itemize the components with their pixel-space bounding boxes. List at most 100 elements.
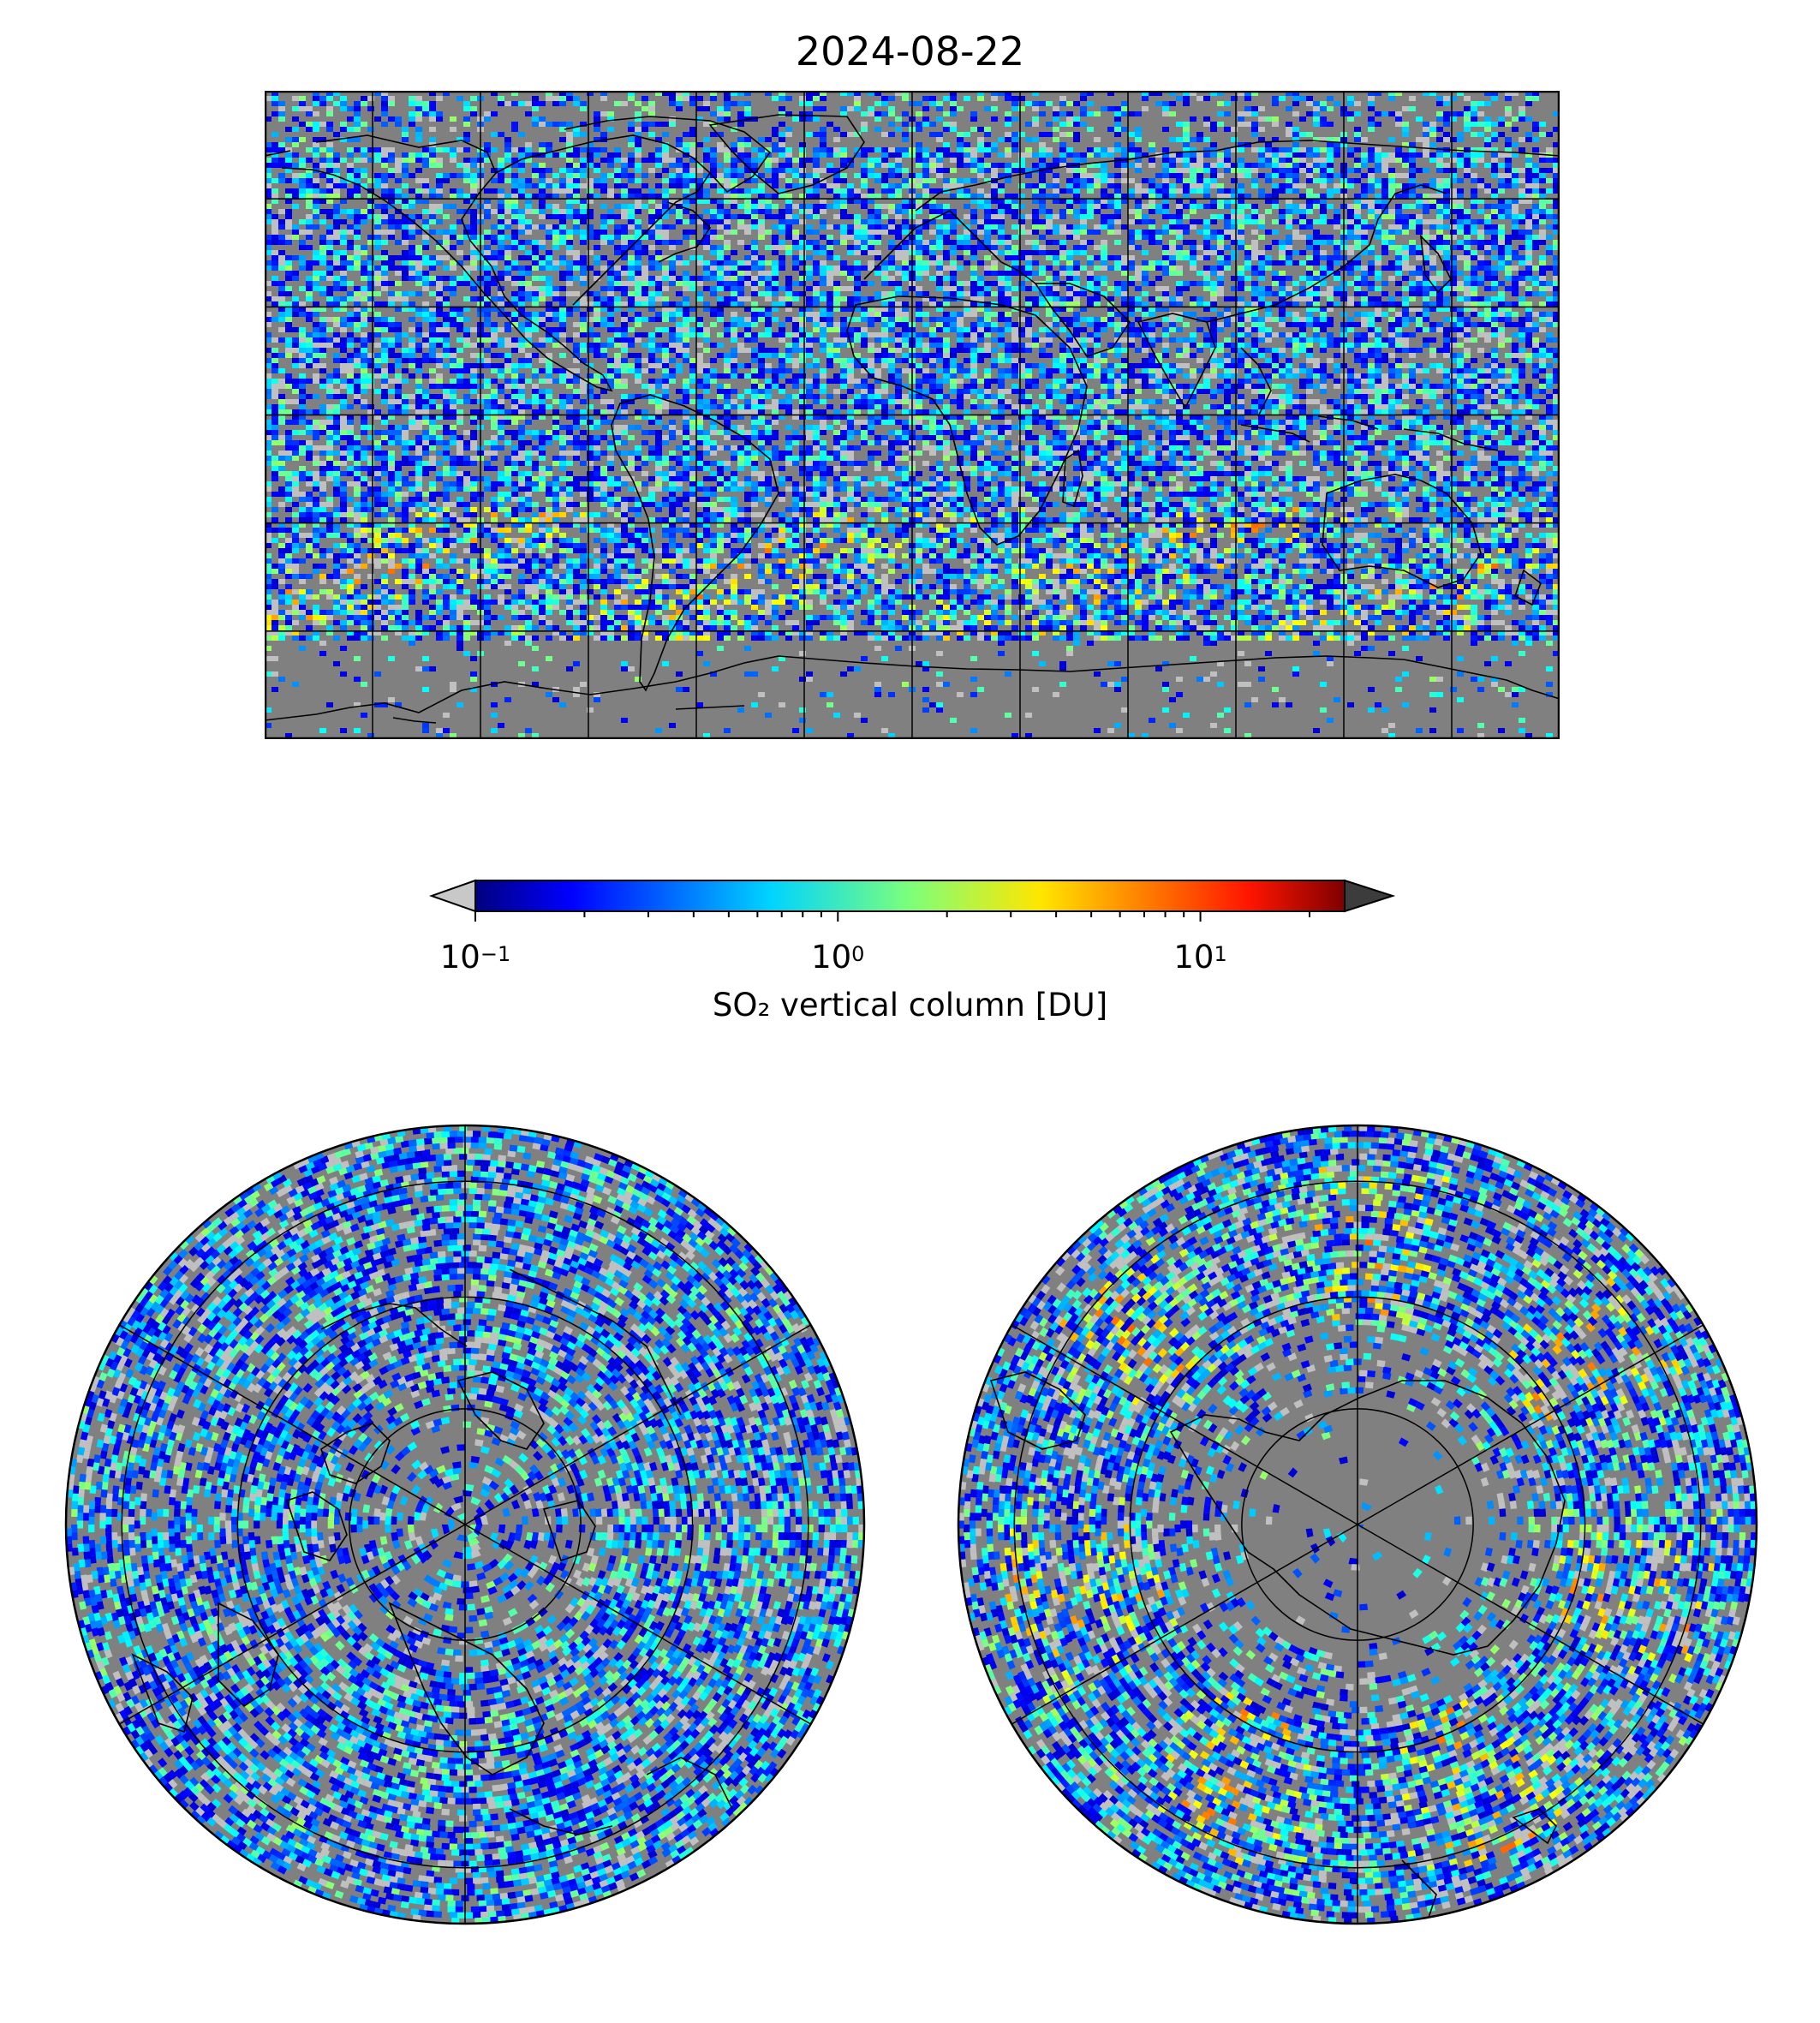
so2-pixel (1142, 281, 1149, 286)
so2-pixel (614, 230, 621, 235)
so2-pixel (847, 214, 854, 219)
so2-pixel (614, 301, 621, 307)
so2-pixel (1491, 209, 1498, 214)
so2-pixel (1059, 250, 1066, 255)
so2-pixel (319, 122, 326, 127)
so2-pixel (751, 260, 758, 266)
so2-pixel (552, 286, 559, 291)
so2-pixel (1292, 209, 1299, 214)
so2-pixel (785, 224, 792, 230)
so2-pixel (916, 147, 922, 152)
so2-pixel (655, 276, 662, 281)
so2-pixel (1162, 260, 1169, 266)
so2-pixel (902, 183, 909, 188)
so2-pixel (1059, 199, 1066, 204)
so2-pixel (833, 296, 840, 301)
so2-pixel (402, 266, 409, 271)
so2-pixel (1450, 281, 1457, 286)
so2-pixel (1464, 255, 1471, 260)
so2-pixel (1059, 122, 1066, 127)
so2-pixel (333, 250, 340, 255)
so2-pixel (1238, 286, 1244, 291)
so2-pixel (498, 301, 504, 307)
so2-pixel (950, 101, 957, 106)
so2-pixel (991, 260, 998, 266)
so2-pixel (785, 230, 792, 235)
so2-pixel (381, 230, 388, 235)
so2-pixel (1135, 230, 1142, 235)
so2-pixel (861, 266, 868, 271)
so2-pixel (395, 209, 402, 214)
so2-pixel (792, 245, 799, 250)
so2-pixel (683, 152, 689, 158)
so2-pixel (840, 106, 847, 111)
so2-pixel (779, 96, 785, 101)
so2-pixel (1409, 204, 1416, 209)
so2-pixel (1423, 204, 1429, 209)
so2-pixel (916, 307, 922, 312)
so2-pixel (470, 209, 477, 214)
so2-pixel (1238, 271, 1244, 276)
so2-pixel (1368, 199, 1375, 204)
so2-pixel (669, 173, 676, 178)
so2-pixel (641, 173, 648, 178)
so2-pixel (1238, 276, 1244, 281)
so2-pixel (1162, 204, 1169, 209)
so2-pixel (1525, 266, 1532, 271)
so2-pixel (272, 188, 278, 194)
so2-pixel (1443, 183, 1450, 188)
so2-pixel (1238, 245, 1244, 250)
so2-pixel (1443, 188, 1450, 194)
so2-pixel (614, 152, 621, 158)
so2-pixel (395, 307, 402, 312)
so2-pixel (573, 255, 580, 260)
so2-pixel (463, 158, 470, 163)
so2-pixel (737, 188, 744, 194)
so2-pixel (566, 183, 573, 188)
so2-pixel (840, 91, 847, 96)
so2-pixel (388, 266, 395, 271)
so2-pixel (326, 96, 333, 101)
so2-pixel (1114, 209, 1121, 214)
so2-pixel (806, 266, 813, 271)
so2-pixel (1409, 219, 1416, 224)
so2-pixel (1299, 276, 1306, 281)
so2-pixel (758, 199, 765, 204)
so2-pixel (504, 147, 511, 152)
so2-pixel (422, 255, 429, 260)
so2-pixel (1334, 245, 1340, 250)
so2-pixel (806, 158, 813, 163)
so2-pixel (861, 147, 868, 152)
figure-title: 2024-08-22 (0, 26, 1820, 77)
so2-pixel (1313, 260, 1320, 266)
so2-pixel (265, 178, 272, 183)
so2-pixel (888, 96, 895, 101)
so2-pixel (717, 271, 724, 276)
so2-pixel (470, 255, 477, 260)
so2-pixel (1375, 204, 1381, 209)
so2-pixel (1368, 96, 1375, 101)
so2-pixel (1484, 266, 1491, 271)
so2-pixel (916, 276, 922, 281)
so2-pixel (984, 235, 991, 240)
so2-pixel (1477, 266, 1484, 271)
so2-pixel (854, 219, 861, 224)
so2-pixel (1519, 214, 1525, 219)
so2-pixel (1149, 188, 1155, 194)
so2-pixel (902, 271, 909, 276)
so2-pixel (785, 291, 792, 296)
so2-pixel (1025, 250, 1032, 255)
so2-pixel (1286, 199, 1292, 204)
so2-pixel (1429, 240, 1436, 245)
so2-pixel (566, 281, 573, 286)
so2-pixel (1546, 147, 1553, 152)
so2-pixel (840, 271, 847, 276)
so2-pixel (566, 132, 573, 137)
so2-pixel (703, 276, 710, 281)
so2-pixel (402, 163, 409, 168)
so2-pixel (361, 152, 367, 158)
so2-pixel (1251, 122, 1258, 127)
so2-pixel (1210, 281, 1217, 286)
so2-pixel (1011, 286, 1018, 291)
so2-pixel (964, 240, 970, 245)
